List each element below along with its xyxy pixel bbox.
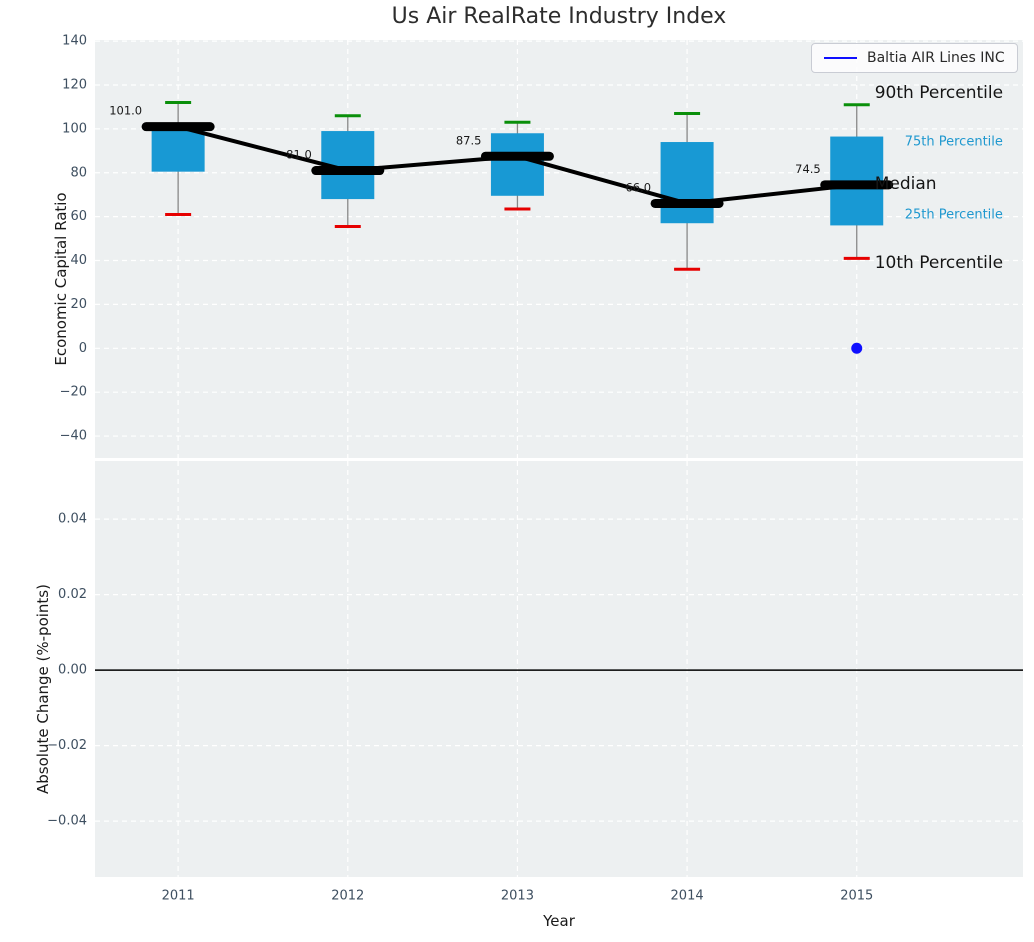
ytick-label-top: 100 [62,121,87,136]
x-axis-label: Year [543,912,575,930]
bottom-panel-bg [95,461,1023,877]
annotation-10th-percentile: 10th Percentile [875,253,1003,273]
median-label-2014: 66.0 [625,180,651,194]
median-label-2013: 87.5 [456,133,482,147]
ytick-label-top: 60 [70,209,87,224]
median-label-2015: 74.5 [795,162,821,176]
chart-title: Us Air RealRate Industry Index [391,4,727,29]
ytick-label-top: 140 [62,34,87,49]
annotation-75th-percentile: 75th Percentile [905,134,1003,149]
ytick-label-bottom: 0.04 [58,512,87,527]
box-2013 [490,133,544,196]
legend-label: Baltia AIR Lines INC [867,50,1005,66]
ytick-label-top: −40 [60,429,87,444]
ytick-label-top: 80 [70,165,87,180]
xtick-label-2013: 2013 [501,889,534,904]
xtick-label-2011: 2011 [162,889,195,904]
box-2014 [660,142,714,224]
annotation-90th-percentile: 90th Percentile [875,83,1003,103]
legend-line-icon [824,57,857,59]
ytick-label-bottom: 0.02 [58,587,87,602]
ytick-label-bottom: 0.00 [58,663,87,678]
xtick-label-2014: 2014 [671,889,704,904]
xtick-label-2015: 2015 [840,889,873,904]
company-point [851,342,863,354]
ytick-label-bottom: −0.02 [47,738,87,753]
y-axis-label-bottom: Absolute Change (%-points) [34,584,52,794]
ytick-label-top: −20 [60,385,87,400]
ytick-label-top: 20 [70,297,87,312]
annotation-25th-percentile: 25th Percentile [905,207,1003,222]
median-label-2012: 81.0 [286,148,312,162]
xtick-label-2012: 2012 [331,889,364,904]
ytick-label-top: 40 [70,253,87,268]
ytick-label-top: 0 [79,341,87,356]
ytick-label-top: 120 [62,77,87,92]
legend: Baltia AIR Lines INC [811,43,1018,73]
top-panel-bg [95,40,1023,458]
y-axis-label-top: Economic Capital Ratio [52,192,70,366]
median-label-2011: 101.0 [109,104,142,118]
annotation-median: Median [875,174,937,194]
ytick-label-bottom: −0.04 [47,814,87,829]
